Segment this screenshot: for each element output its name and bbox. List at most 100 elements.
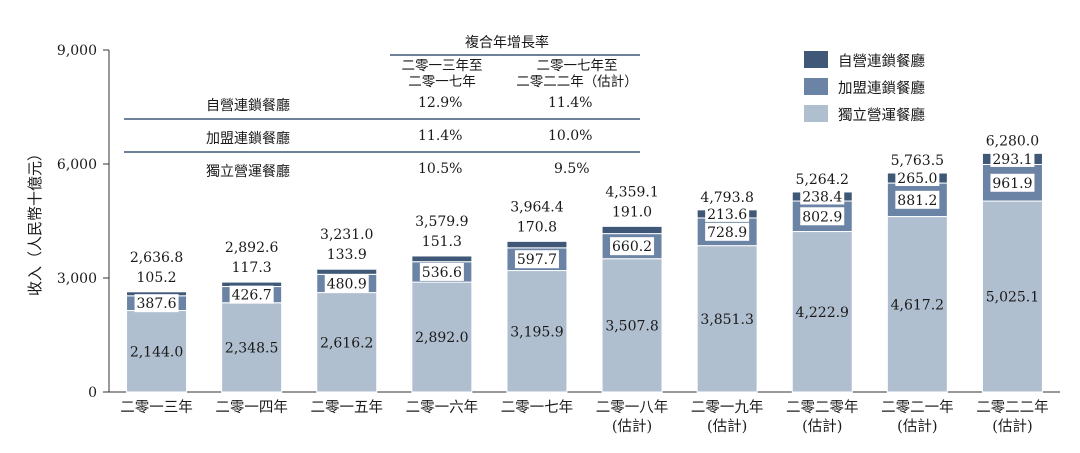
cagr-row-v2: 9.5% — [554, 161, 590, 177]
x-tick-label: 二零二一年 — [881, 399, 954, 416]
data-label: 660.2 — [612, 239, 652, 255]
x-tick-label: 二零一三年 — [120, 399, 193, 416]
bar-segment — [981, 200, 1043, 393]
legend-swatch — [804, 78, 828, 95]
cagr-row-label: 自營連鎖餐廳 — [206, 98, 290, 114]
label-box — [229, 285, 274, 304]
x-tick-label: 二零二二年 — [976, 399, 1049, 416]
total-label: 5,763.5 — [891, 153, 944, 169]
x-tick-label: 二零二零年 — [786, 399, 859, 416]
label-box — [705, 222, 750, 241]
legend-swatch — [804, 105, 828, 122]
data-label: 961.9 — [992, 176, 1032, 192]
total-label: 4,359.1 — [605, 184, 658, 200]
bar-segment — [696, 245, 758, 393]
x-tick-label: (估計) — [707, 418, 747, 435]
x-tick-label: (估計) — [802, 418, 842, 435]
label-box — [419, 262, 464, 281]
data-label: 105.2 — [137, 270, 177, 286]
data-label: 5,025.1 — [986, 290, 1039, 306]
x-tick-label: (估計) — [612, 418, 652, 435]
data-label: 881.2 — [897, 193, 937, 209]
label-box — [800, 207, 845, 226]
data-label: 2,348.5 — [225, 340, 278, 356]
y-axis-title: 收入（人民幣十億元） — [26, 146, 44, 296]
data-label: 3,851.3 — [700, 312, 753, 328]
data-label: 133.9 — [327, 247, 367, 263]
label-box — [895, 170, 940, 187]
data-label: 2,892.0 — [415, 330, 468, 346]
cagr-row-v2: 11.4% — [548, 95, 593, 111]
cagr-col2-line2: 二零二二年（估計） — [516, 74, 638, 90]
label-box — [990, 150, 1035, 167]
data-label: 3,507.8 — [605, 318, 658, 334]
y-tick-label: 6,000 — [57, 157, 97, 173]
x-tick-label: 二零一四年 — [215, 399, 288, 416]
data-label: 293.1 — [992, 152, 1032, 168]
total-label: 3,964.4 — [510, 199, 564, 215]
data-label: 4,617.2 — [891, 297, 944, 313]
cagr-row-v2: 10.0% — [548, 128, 593, 144]
label-box — [895, 190, 940, 209]
bar-segment — [126, 310, 188, 393]
y-tick-label: 0 — [88, 385, 97, 401]
cagr-title: 複合年增長率 — [465, 35, 549, 51]
x-tick-label: 二零一八年 — [596, 399, 669, 416]
bar-segment — [316, 268, 378, 275]
bar-segment — [886, 216, 948, 393]
data-label: 265.0 — [897, 171, 937, 187]
cagr-col1-header: 二零一三年至 二零一七年 — [386, 58, 498, 90]
bar-segment — [411, 255, 473, 263]
cagr-row-v1: 10.5% — [418, 161, 463, 177]
label-box — [610, 237, 655, 256]
data-label: 151.3 — [422, 234, 462, 250]
data-label: 2,616.2 — [320, 335, 373, 351]
total-label: 3,579.9 — [415, 214, 468, 230]
bar-segment — [316, 292, 378, 393]
cagr-row-v1: 11.4% — [418, 128, 463, 144]
data-label: 2,144.0 — [130, 344, 183, 360]
total-label: 3,231.0 — [320, 227, 373, 243]
x-tick-label: 二零一七年 — [501, 399, 574, 416]
total-label: 2,892.6 — [225, 240, 279, 256]
data-label: 426.7 — [232, 288, 272, 304]
bar-segment — [506, 240, 568, 249]
data-label: 536.6 — [422, 265, 462, 281]
cagr-row: 加盟連鎖餐廳 11.4% 10.0% — [124, 126, 640, 148]
data-label: 387.6 — [137, 296, 177, 312]
legend-label: 加盟連鎖餐廳 — [838, 81, 925, 97]
cagr-row: 獨立營運餐廳 10.5% 9.5% — [124, 159, 640, 181]
cagr-row: 自營連鎖餐廳 12.9% 11.4% — [124, 93, 640, 115]
total-label: 6,280.0 — [986, 133, 1039, 149]
label-box — [990, 173, 1035, 192]
bar-segment — [791, 231, 853, 393]
data-label: 4,222.9 — [796, 305, 849, 321]
label-box — [800, 188, 845, 205]
data-label: 191.0 — [612, 204, 652, 220]
data-label: 480.9 — [327, 276, 367, 292]
cagr-col1-line2: 二零一七年 — [408, 74, 476, 90]
label-box — [134, 294, 179, 313]
label-box — [324, 274, 369, 293]
legend-swatch — [804, 51, 828, 68]
bar-segment — [601, 258, 663, 393]
data-label: 117.3 — [232, 260, 272, 276]
x-tick-label: 二零一六年 — [406, 399, 479, 416]
cagr-col1-line1: 二零一三年至 — [401, 58, 483, 74]
data-label: 728.9 — [707, 225, 747, 241]
cagr-row-label: 加盟連鎖餐廳 — [206, 131, 290, 147]
data-label: 238.4 — [802, 189, 842, 205]
total-label: 4,793.8 — [700, 190, 753, 206]
y-tick-label: 9,000 — [57, 43, 97, 59]
bar-segment — [601, 225, 663, 235]
x-tick-label: (估計) — [992, 418, 1032, 435]
cagr-col2-header: 二零一七年至 二零二二年（估計） — [510, 58, 644, 90]
data-label: 170.8 — [517, 219, 557, 235]
data-label: 213.6 — [707, 207, 747, 223]
bar-segment — [506, 270, 568, 393]
total-label: 2,636.8 — [130, 250, 183, 266]
legend-label: 獨立營運餐廳 — [838, 108, 925, 124]
cagr-row-label: 獨立營運餐廳 — [206, 164, 290, 180]
